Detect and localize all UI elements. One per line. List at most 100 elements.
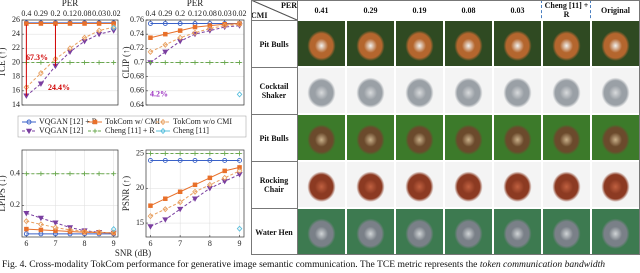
marker — [38, 227, 44, 233]
image — [591, 67, 640, 114]
image — [493, 208, 542, 255]
marker — [82, 21, 87, 26]
plot-frame — [21, 19, 119, 106]
marker — [81, 228, 88, 235]
marker — [67, 171, 73, 177]
marker — [24, 171, 29, 177]
image — [591, 114, 640, 161]
y-tick-label: 15 — [136, 218, 144, 227]
marker — [92, 119, 98, 125]
y-axis-label: LPIPS (↓) — [0, 175, 7, 211]
y-tick-label: 0.66 — [130, 86, 144, 95]
y-tick-label: 18 — [12, 71, 20, 80]
x-tick-label: 7 — [53, 239, 57, 248]
marker — [96, 60, 102, 65]
per-tick-label: 0.29 — [34, 9, 48, 18]
column-header: 0.41 — [314, 5, 329, 15]
marker — [192, 188, 198, 195]
marker — [23, 231, 29, 237]
marker — [67, 229, 73, 234]
legend-frame — [17, 115, 247, 138]
marker — [207, 151, 213, 156]
marker — [162, 206, 169, 213]
marker — [53, 228, 58, 233]
image — [346, 208, 395, 255]
marker — [177, 199, 183, 206]
y-tick-label: 14 — [12, 100, 20, 109]
cmi-header: CMI — [251, 10, 268, 20]
image — [444, 161, 493, 208]
per-axis-label: PER — [187, 0, 204, 8]
image — [493, 67, 542, 114]
marker — [236, 225, 243, 232]
marker — [162, 21, 168, 26]
marker — [222, 168, 227, 174]
marker — [177, 189, 183, 195]
marker — [236, 172, 243, 178]
marker — [96, 171, 102, 177]
per-header: PER — [281, 0, 297, 10]
marker — [96, 21, 102, 26]
marker — [110, 229, 117, 236]
caption-label: Fig. 4. — [2, 259, 27, 270]
y-axis-label: TCE (↑) — [0, 48, 7, 78]
y-tick-label: 24 — [12, 29, 20, 38]
marker — [163, 196, 168, 201]
marker — [38, 171, 44, 177]
marker — [148, 60, 153, 65]
marker — [237, 165, 242, 170]
image — [542, 208, 591, 255]
per-tick-label: 0.29 — [158, 9, 172, 18]
column-header: 0.08 — [461, 5, 476, 15]
marker — [177, 28, 183, 33]
marker — [162, 41, 169, 48]
image — [591, 208, 640, 255]
caption-text: Cross-modality TokCom performance for ge… — [29, 259, 478, 270]
marker — [92, 128, 98, 134]
image — [591, 161, 640, 208]
image — [591, 20, 640, 67]
caption-emphasis: token communication bandwidth — [479, 259, 606, 270]
image — [542, 20, 591, 67]
marker — [96, 27, 102, 34]
per-tick-label: 0.4 — [145, 9, 155, 18]
marker — [110, 24, 117, 31]
image — [395, 67, 444, 114]
series-line — [26, 26, 114, 88]
column-header: Cheng [11] + R — [544, 1, 589, 19]
marker — [236, 167, 243, 174]
grid-frame — [251, 0, 640, 255]
plot-frame — [145, 149, 245, 238]
legend-label: VQGAN [12] + R — [39, 117, 98, 126]
per-axis-label: PER — [62, 0, 79, 8]
marker — [111, 60, 116, 65]
marker — [25, 128, 33, 135]
label-divider — [297, 0, 298, 255]
marker — [24, 21, 29, 26]
marker — [236, 21, 243, 28]
marker — [222, 60, 227, 65]
legend-label: VQGAN [12] — [39, 126, 84, 135]
y-tick-label: 0.7 — [134, 57, 144, 66]
y-tick-label: 22 — [12, 43, 20, 52]
x-tick-label: 7 — [178, 239, 182, 248]
x-tick-label: 8 — [208, 239, 212, 248]
marker — [148, 35, 153, 40]
y-tick-label: 0.64 — [130, 100, 144, 109]
y-tick-label: 20 — [12, 57, 20, 66]
x-tick-label: 6 — [148, 239, 152, 248]
marker — [82, 171, 87, 177]
marker — [37, 81, 44, 87]
image — [346, 161, 395, 208]
marker — [67, 45, 73, 52]
image — [542, 67, 591, 114]
row-label: Rocking Chair — [251, 161, 297, 208]
marker — [111, 171, 116, 177]
marker — [38, 21, 44, 26]
y-axis-label: CLIP (↑) — [121, 47, 131, 79]
marker — [53, 171, 58, 177]
marker — [177, 151, 183, 156]
image — [395, 20, 444, 67]
